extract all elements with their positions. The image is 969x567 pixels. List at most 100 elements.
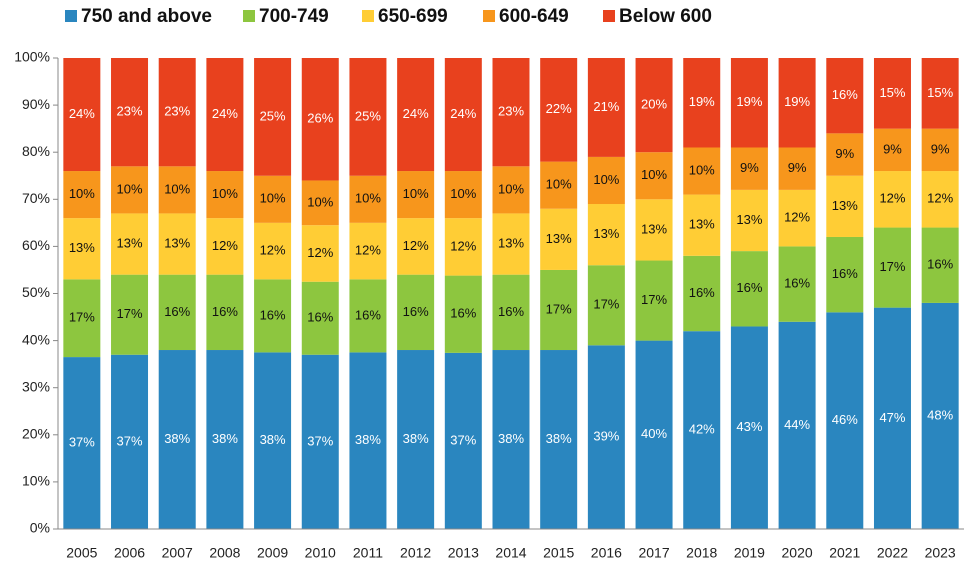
bar-segment [444, 275, 482, 353]
bar-segment [873, 58, 911, 129]
data-label: 13% [69, 240, 95, 255]
bar-segment [492, 350, 530, 529]
bar-segment [254, 222, 292, 280]
x-tick-label: 2015 [543, 545, 574, 561]
bar-segment [206, 350, 244, 529]
x-tick-label: 2006 [114, 545, 145, 561]
bar-segment [444, 58, 482, 172]
data-label: 16% [736, 280, 762, 295]
bar-segment [397, 274, 435, 351]
data-label: 37% [69, 434, 95, 449]
bar-segment [158, 350, 196, 529]
bar-segment [635, 260, 673, 341]
bar-segment [683, 331, 721, 529]
data-label: 17% [879, 259, 905, 274]
data-label: 13% [641, 221, 667, 236]
data-label: 16% [832, 266, 858, 281]
y-tick-label: 50% [22, 284, 50, 300]
data-label: 24% [69, 106, 95, 121]
bar-segment [63, 58, 101, 172]
bar-segment [683, 147, 721, 195]
bar-segment [826, 236, 864, 313]
data-label: 12% [260, 243, 286, 258]
data-label: 42% [689, 422, 715, 437]
x-tick-label: 2018 [686, 545, 717, 561]
bar-segment [492, 58, 530, 167]
data-label: 38% [546, 431, 572, 446]
bar-segment [778, 321, 816, 529]
bar-segment [63, 357, 101, 529]
data-label: 16% [260, 307, 286, 322]
bar-segment [397, 218, 435, 275]
data-label: 20% [641, 97, 667, 112]
bar-segment [587, 156, 625, 205]
bar-segment [540, 350, 578, 529]
bar-segment [111, 58, 149, 167]
data-label: 10% [450, 186, 476, 201]
data-label: 23% [117, 104, 143, 119]
data-label: 16% [498, 304, 524, 319]
data-label: 16% [450, 306, 476, 321]
data-label: 37% [450, 432, 476, 447]
data-label: 13% [117, 235, 143, 250]
data-label: 15% [879, 85, 905, 100]
bar-segment [63, 279, 101, 358]
data-label: 13% [593, 226, 619, 241]
data-label: 17% [546, 301, 572, 316]
bar-segment [158, 274, 196, 351]
data-label: 24% [450, 106, 476, 121]
bar-segment [873, 227, 911, 308]
bar-segment [730, 147, 768, 190]
bar-segment [730, 58, 768, 148]
data-label: 25% [355, 108, 381, 123]
data-label: 9% [740, 160, 759, 175]
data-label: 23% [498, 104, 524, 119]
data-label: 19% [689, 94, 715, 109]
bar-segment [254, 175, 292, 223]
bar-segment [444, 218, 482, 276]
x-tick-label: 2017 [638, 545, 669, 561]
legend-swatch [243, 10, 255, 22]
bar-segment [778, 246, 816, 322]
data-label: 16% [164, 304, 190, 319]
data-label: 16% [689, 285, 715, 300]
data-label: 21% [593, 99, 619, 114]
data-label: 40% [641, 426, 667, 441]
data-label: 17% [593, 297, 619, 312]
bar-segment [873, 128, 911, 172]
y-tick-label: 90% [22, 96, 50, 112]
bar-segment [587, 345, 625, 529]
bar-segment [635, 199, 673, 261]
bar-segment [730, 189, 768, 252]
data-label: 16% [784, 276, 810, 291]
legend-label: 600-649 [499, 6, 569, 27]
x-tick-label: 2013 [448, 545, 479, 561]
data-label: 13% [689, 217, 715, 232]
bar-segment [158, 213, 196, 275]
x-tick-label: 2019 [734, 545, 765, 561]
bar-segment [826, 58, 864, 134]
data-label: 12% [403, 238, 429, 253]
bar-segment [587, 58, 625, 157]
x-tick-label: 2008 [209, 545, 240, 561]
bar-segment [111, 274, 149, 355]
data-label: 12% [879, 191, 905, 206]
data-label: 46% [832, 412, 858, 427]
bar-segment [206, 171, 244, 219]
data-label: 17% [117, 306, 143, 321]
bar-segment [730, 326, 768, 529]
y-tick-label: 30% [22, 378, 50, 394]
bar-segment [206, 274, 244, 351]
data-label: 12% [927, 191, 953, 206]
data-label: 9% [788, 160, 807, 175]
bar-segment [635, 340, 673, 529]
data-label: 24% [212, 106, 238, 121]
data-label: 10% [546, 177, 572, 192]
data-label: 10% [498, 181, 524, 196]
data-label: 16% [832, 87, 858, 102]
x-tick-label: 2012 [400, 545, 431, 561]
bar-segment [540, 161, 578, 209]
bar-segment [301, 58, 339, 181]
x-tick-label: 2009 [257, 545, 288, 561]
bar-segment [873, 171, 911, 228]
